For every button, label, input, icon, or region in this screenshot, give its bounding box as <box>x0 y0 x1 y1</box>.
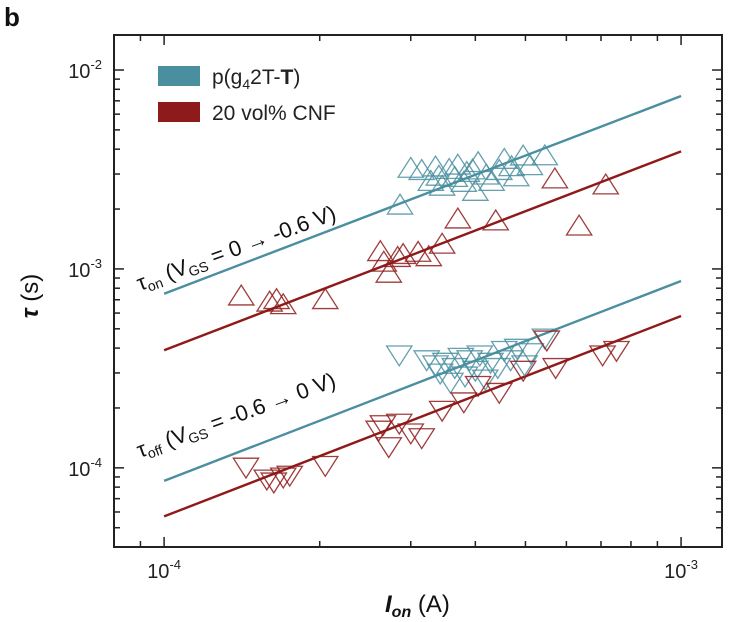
data-point-s4-19 <box>541 357 570 380</box>
data-point-s4-4 <box>269 467 298 490</box>
y-tick-label-1: 10-4 <box>68 455 102 481</box>
data-point-s3-20 <box>516 343 545 365</box>
data-point-s2-17 <box>565 213 593 236</box>
data-point-s1-10 <box>444 153 472 175</box>
data-point-s2-16 <box>541 166 569 189</box>
data-point-s1-6 <box>425 164 453 186</box>
data-point-s4-17 <box>509 360 538 383</box>
fit-line-4 <box>163 314 682 518</box>
data-point-s2-1 <box>227 283 256 306</box>
data-point-s1-2 <box>396 156 425 178</box>
data-point-s1-24 <box>530 143 559 166</box>
data-point-s3-1 <box>385 345 414 368</box>
y-tick-label-3: 10-2 <box>68 57 102 83</box>
data-point-s2-13 <box>428 232 456 254</box>
legend-swatch-pristine <box>158 66 200 86</box>
plot-frame <box>113 34 723 548</box>
data-point-s4-6 <box>311 455 340 478</box>
data-point-s2-12 <box>414 244 443 267</box>
x-tick-label-2: 10-3 <box>664 557 698 583</box>
data-point-s3-8 <box>447 347 475 370</box>
y-axis-label: τ (s) <box>17 274 44 318</box>
fit-line-1 <box>163 94 682 295</box>
fit-line-2 <box>163 150 682 352</box>
data-point-s2-14 <box>444 206 472 229</box>
data-point-s3-2 <box>412 350 441 372</box>
data-point-s1-16 <box>472 162 501 185</box>
x-axis-label: Ion (A) <box>385 591 450 621</box>
data-markers <box>227 143 631 495</box>
data-point-s4-13 <box>428 400 456 423</box>
data-point-s2-2 <box>255 290 284 312</box>
data-point-s1-17 <box>477 169 506 191</box>
data-point-s1-22 <box>509 143 538 166</box>
data-point-s1-3 <box>407 158 436 181</box>
legend: p(g42T-T) 20 vol% CNF <box>158 66 336 125</box>
data-point-s3-12 <box>465 345 494 368</box>
panel-label: b <box>4 2 20 32</box>
data-point-s1-7 <box>428 174 456 196</box>
data-point-s1-21 <box>502 164 531 187</box>
data-point-s4-14 <box>449 392 478 414</box>
data-point-s1-4 <box>416 169 445 191</box>
data-point-s2-6 <box>366 239 395 262</box>
data-point-s3-11 <box>461 360 490 383</box>
data-point-s1-15 <box>464 150 492 173</box>
data-point-s3-13 <box>471 369 500 392</box>
data-point-s4-15 <box>464 375 492 398</box>
y-tick-label-2: 10-3 <box>68 256 102 282</box>
data-point-s3-6 <box>436 372 465 395</box>
legend-swatch-cnf <box>158 102 200 122</box>
data-point-s3-18 <box>503 338 532 361</box>
data-point-s3-14 <box>476 352 505 375</box>
data-point-s4-8 <box>369 415 397 437</box>
data-point-s1-20 <box>497 154 526 177</box>
fit-line-3 <box>163 279 682 482</box>
data-point-s4-7 <box>364 420 393 443</box>
annotation-tau-on: τon (VGS = 0 → -0.6 V) <box>133 200 340 297</box>
data-point-s1-5 <box>421 154 450 177</box>
data-point-s2-15 <box>481 208 510 231</box>
data-point-s3-21 <box>530 328 559 351</box>
x-tick-label-1: 10-4 <box>147 557 181 583</box>
annotation-tau-off: τoff (VGS = -0.6 → 0 V) <box>133 367 340 464</box>
data-point-s3-5 <box>431 352 460 375</box>
data-point-s1-1 <box>386 193 414 215</box>
fit-lines <box>163 94 682 518</box>
legend-label-pristine: p(g42T-T) <box>212 66 300 92</box>
data-point-s1-18 <box>485 158 514 181</box>
data-point-s3-15 <box>483 357 512 380</box>
data-point-s2-4 <box>269 292 298 315</box>
data-point-s4-2 <box>252 469 281 492</box>
data-point-s4-12 <box>407 428 436 450</box>
data-point-s4-11 <box>396 423 425 446</box>
data-point-s4-20 <box>588 345 617 368</box>
data-point-s4-18 <box>533 330 561 353</box>
axis-ticks: 10-4 10-3 10-4 10-3 10-2 <box>68 35 722 583</box>
data-point-s2-18 <box>591 172 620 195</box>
data-point-s2-3 <box>262 287 291 310</box>
data-point-s4-1 <box>232 457 260 480</box>
data-point-s4-16 <box>485 382 514 405</box>
data-point-s2-8 <box>374 261 403 283</box>
data-point-s4-5 <box>275 465 304 488</box>
data-point-s1-13 <box>458 157 487 180</box>
data-point-s4-21 <box>602 340 631 363</box>
data-point-s2-10 <box>389 242 417 265</box>
data-point-s4-9 <box>374 437 403 459</box>
data-point-s2-5 <box>311 287 340 310</box>
legend-label-cnf: 20 vol% CNF <box>212 102 336 125</box>
data-point-s3-19 <box>510 355 539 377</box>
data-point-s2-9 <box>383 245 412 268</box>
